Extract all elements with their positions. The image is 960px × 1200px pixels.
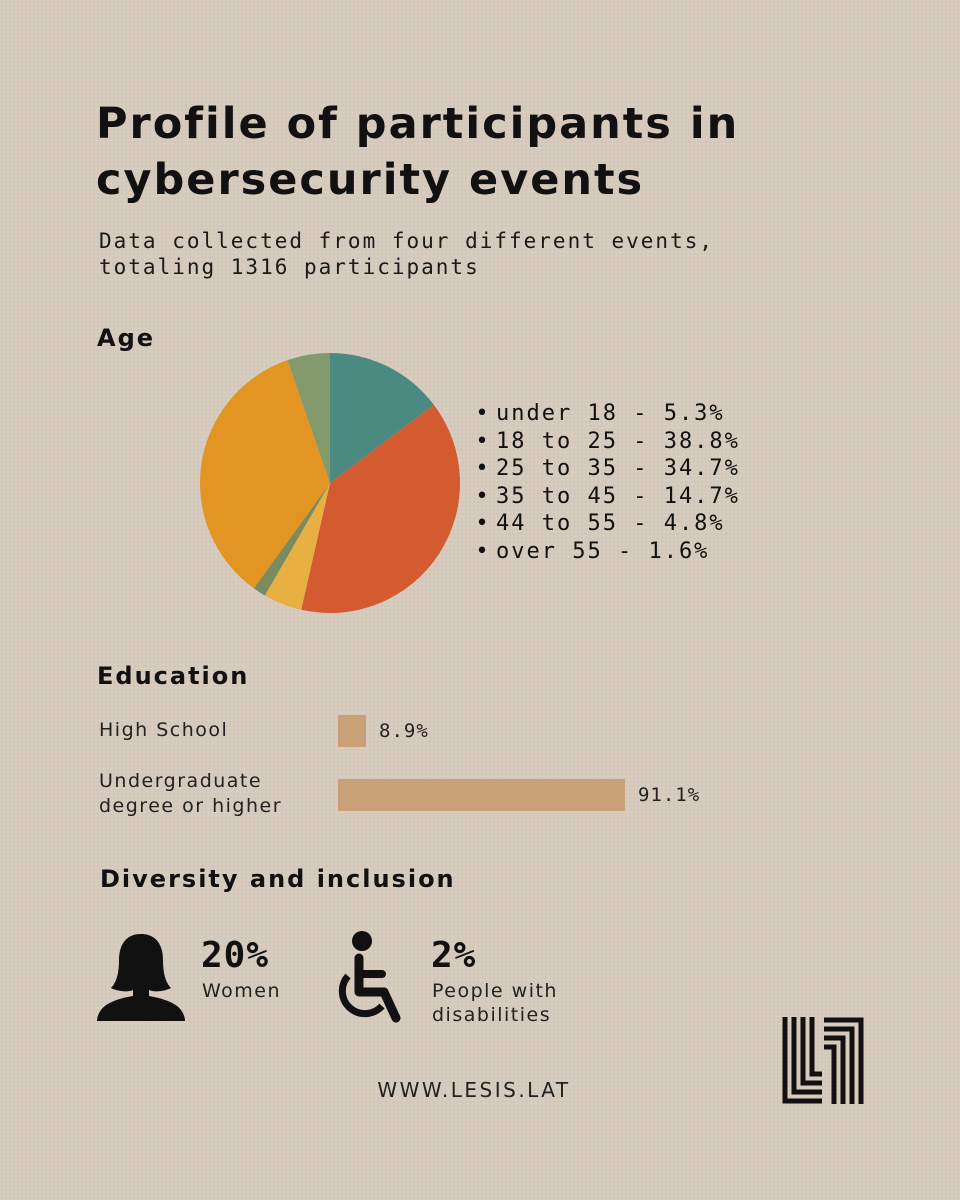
legend-item-44-to-55: 44 to 55 - 4.8% — [470, 510, 740, 538]
page-title: Profile of participants in cybersecurity… — [96, 99, 740, 205]
pie-slice-44-to-55 — [264, 483, 330, 610]
legend-item-over-55: over 55 - 1.6% — [470, 538, 740, 566]
edu-bar-undergraduate — [338, 779, 625, 811]
edu-bar-high-school — [338, 715, 367, 747]
legend-item-under-18: under 18 - 5.3% — [470, 400, 740, 428]
legend-item-25-to-35: 25 to 35 - 34.7% — [470, 455, 740, 483]
age-legend: under 18 - 5.3%18 to 25 - 38.8%25 to 35 … — [470, 400, 740, 565]
pie-slice-18-to-25 — [301, 404, 460, 613]
edu-value-undergraduate: 91.1% — [637, 784, 701, 806]
lesis-logo-icon — [782, 1017, 864, 1104]
pie-slice-under-18 — [287, 353, 330, 483]
age-pie-chart — [199, 353, 460, 613]
diversity-heading: Diversity and inclusion — [100, 865, 456, 893]
disabilities-label: People with disabilities — [432, 980, 558, 1026]
education-heading: Education — [97, 662, 250, 690]
woman-silhouette-icon — [97, 934, 185, 1021]
wheelchair-icon — [338, 931, 401, 1023]
edu-label-high-school: High School — [99, 719, 229, 741]
women-percentage: 20% — [201, 935, 270, 976]
legend-item-18-to-25: 18 to 25 - 38.8% — [470, 428, 740, 456]
page-subtitle: Data collected from four different event… — [99, 229, 715, 279]
website-link[interactable]: WWW.LESIS.LAT — [377, 1078, 571, 1102]
edu-label-undergraduate: Undergraduate degree or higher — [99, 770, 283, 817]
edu-value-high-school: 8.9% — [379, 720, 429, 742]
women-label: Women — [202, 980, 282, 1002]
pie-slice-over-55 — [253, 483, 330, 596]
pie-slice-25-to-35 — [199, 360, 330, 589]
legend-item-35-to-45: 35 to 45 - 14.7% — [470, 483, 740, 511]
age-heading: Age — [97, 324, 156, 352]
disabilities-percentage: 2% — [431, 935, 477, 976]
pie-slice-35-to-45 — [330, 353, 434, 483]
